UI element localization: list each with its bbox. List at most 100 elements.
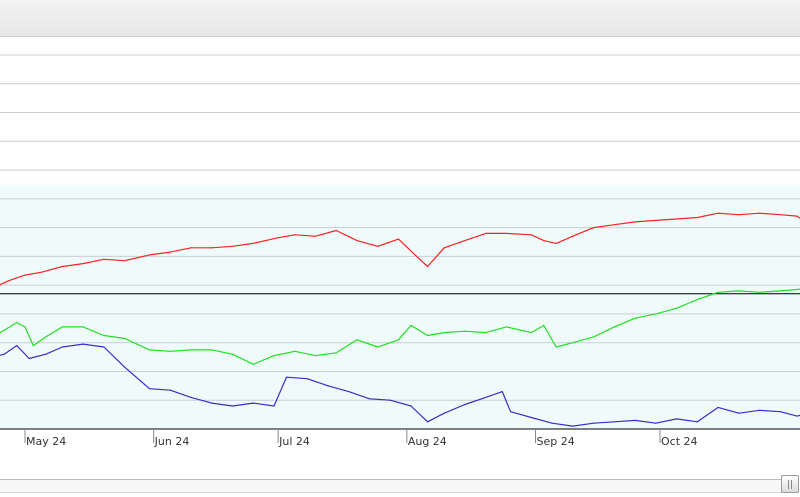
x-tick-label: Oct 24 <box>661 435 698 448</box>
series-1-point <box>426 265 429 268</box>
series-3-point <box>28 357 30 360</box>
series-2-point <box>676 307 678 309</box>
series-3-point <box>676 418 678 420</box>
series-3-point <box>348 391 350 393</box>
series-line-2 <box>0 288 800 365</box>
series-1-point <box>231 245 234 247</box>
series-3-point <box>796 415 798 417</box>
series-2-point <box>335 352 337 354</box>
series-2-point <box>443 332 445 334</box>
series-2-point <box>61 326 63 328</box>
series-3-point <box>509 411 512 413</box>
series-3-point <box>759 409 761 411</box>
series-1-point <box>543 239 545 242</box>
series-3-point <box>285 376 288 378</box>
series-2-point <box>505 326 508 328</box>
x-tick-label: May 24 <box>26 435 66 448</box>
series-3-point <box>696 421 698 423</box>
series-2-point <box>273 355 275 357</box>
series-3-point <box>169 389 171 391</box>
series-3-point <box>443 412 445 414</box>
series-1-point <box>464 239 466 242</box>
series-1-point <box>655 219 657 222</box>
series-2-point <box>45 336 47 338</box>
series-1-point <box>7 280 9 282</box>
series-3-point <box>327 385 329 387</box>
series-1-point <box>377 245 379 247</box>
series-2-point <box>530 332 532 334</box>
series-3-point <box>410 405 412 407</box>
series-2-point <box>796 288 798 291</box>
series-3-point <box>572 425 574 427</box>
series-3-point <box>613 421 615 423</box>
series-2-point <box>231 353 234 355</box>
series-2-point <box>169 350 171 352</box>
range-scrollbar-handle[interactable] <box>781 475 799 493</box>
series-1-point <box>335 229 337 232</box>
series-1-point <box>169 251 171 253</box>
plot-band <box>0 184 800 429</box>
series-1-point <box>148 254 151 256</box>
series-1-point <box>443 247 445 249</box>
series-2-point <box>0 332 1 334</box>
series-2-point <box>779 290 781 292</box>
series-2-point <box>426 334 429 337</box>
series-1-point <box>82 262 84 265</box>
series-3-point <box>530 416 532 419</box>
series-1-point <box>634 221 636 223</box>
series-2-point <box>252 363 254 365</box>
series-2-point <box>655 313 657 315</box>
chart-panel: May 24 Jun 24 Jul 24 Aug 24 Sep 24 Oct 24 <box>0 37 800 457</box>
series-2-point <box>397 339 400 341</box>
series-3-point <box>738 412 740 414</box>
series-2-point <box>485 332 487 334</box>
series-2-point <box>24 326 26 328</box>
series-1-point <box>190 247 192 249</box>
series-2-point <box>190 349 192 351</box>
x-tick-label: Jul 24 <box>278 435 310 448</box>
series-2-point <box>294 350 296 352</box>
series-1-point <box>485 232 487 234</box>
series-1-point <box>294 234 296 236</box>
series-1-point <box>124 260 126 262</box>
series-3-point <box>389 399 391 401</box>
series-1-point <box>555 242 557 245</box>
series-1-point <box>414 254 416 256</box>
series-3-point <box>634 419 636 421</box>
series-1-point <box>314 235 317 237</box>
series-3-point <box>148 388 151 390</box>
x-tick-label: Aug 24 <box>408 435 447 448</box>
series-1-point <box>211 247 213 249</box>
series-1-point <box>397 238 400 240</box>
series-2-point <box>634 317 636 319</box>
series-3-point <box>124 366 126 368</box>
x-tick-label: Sep 24 <box>536 435 574 448</box>
series-3-point <box>464 403 466 406</box>
line-chart: May 24 Jun 24 Jul 24 Aug 24 Sep 24 Oct 24 <box>0 54 800 448</box>
series-2-point <box>377 346 379 348</box>
series-2-point <box>543 324 545 327</box>
series-2-point <box>32 344 34 347</box>
series-3-point <box>211 402 213 404</box>
toolbar-bar <box>0 0 800 37</box>
series-3-point <box>231 405 234 407</box>
series-1-point <box>41 271 43 273</box>
series-3-point <box>368 398 371 400</box>
series-1-point <box>796 215 798 217</box>
series-1-point <box>61 265 63 268</box>
series-2-point <box>148 349 151 351</box>
series-2-point <box>356 339 358 341</box>
series-3-point <box>45 353 47 355</box>
series-2-point <box>759 291 761 293</box>
series-2-point <box>555 346 557 348</box>
series-1-point <box>572 235 574 237</box>
series-1-point <box>717 212 719 214</box>
series-3-point <box>61 346 63 348</box>
navigator-area <box>0 457 800 497</box>
series-3-point <box>717 406 719 409</box>
series-2-point <box>314 355 317 357</box>
series-3-point <box>779 411 781 413</box>
series-2-point <box>592 336 595 338</box>
series-3-point <box>655 422 657 424</box>
range-scrollbar-track[interactable] <box>0 479 782 493</box>
